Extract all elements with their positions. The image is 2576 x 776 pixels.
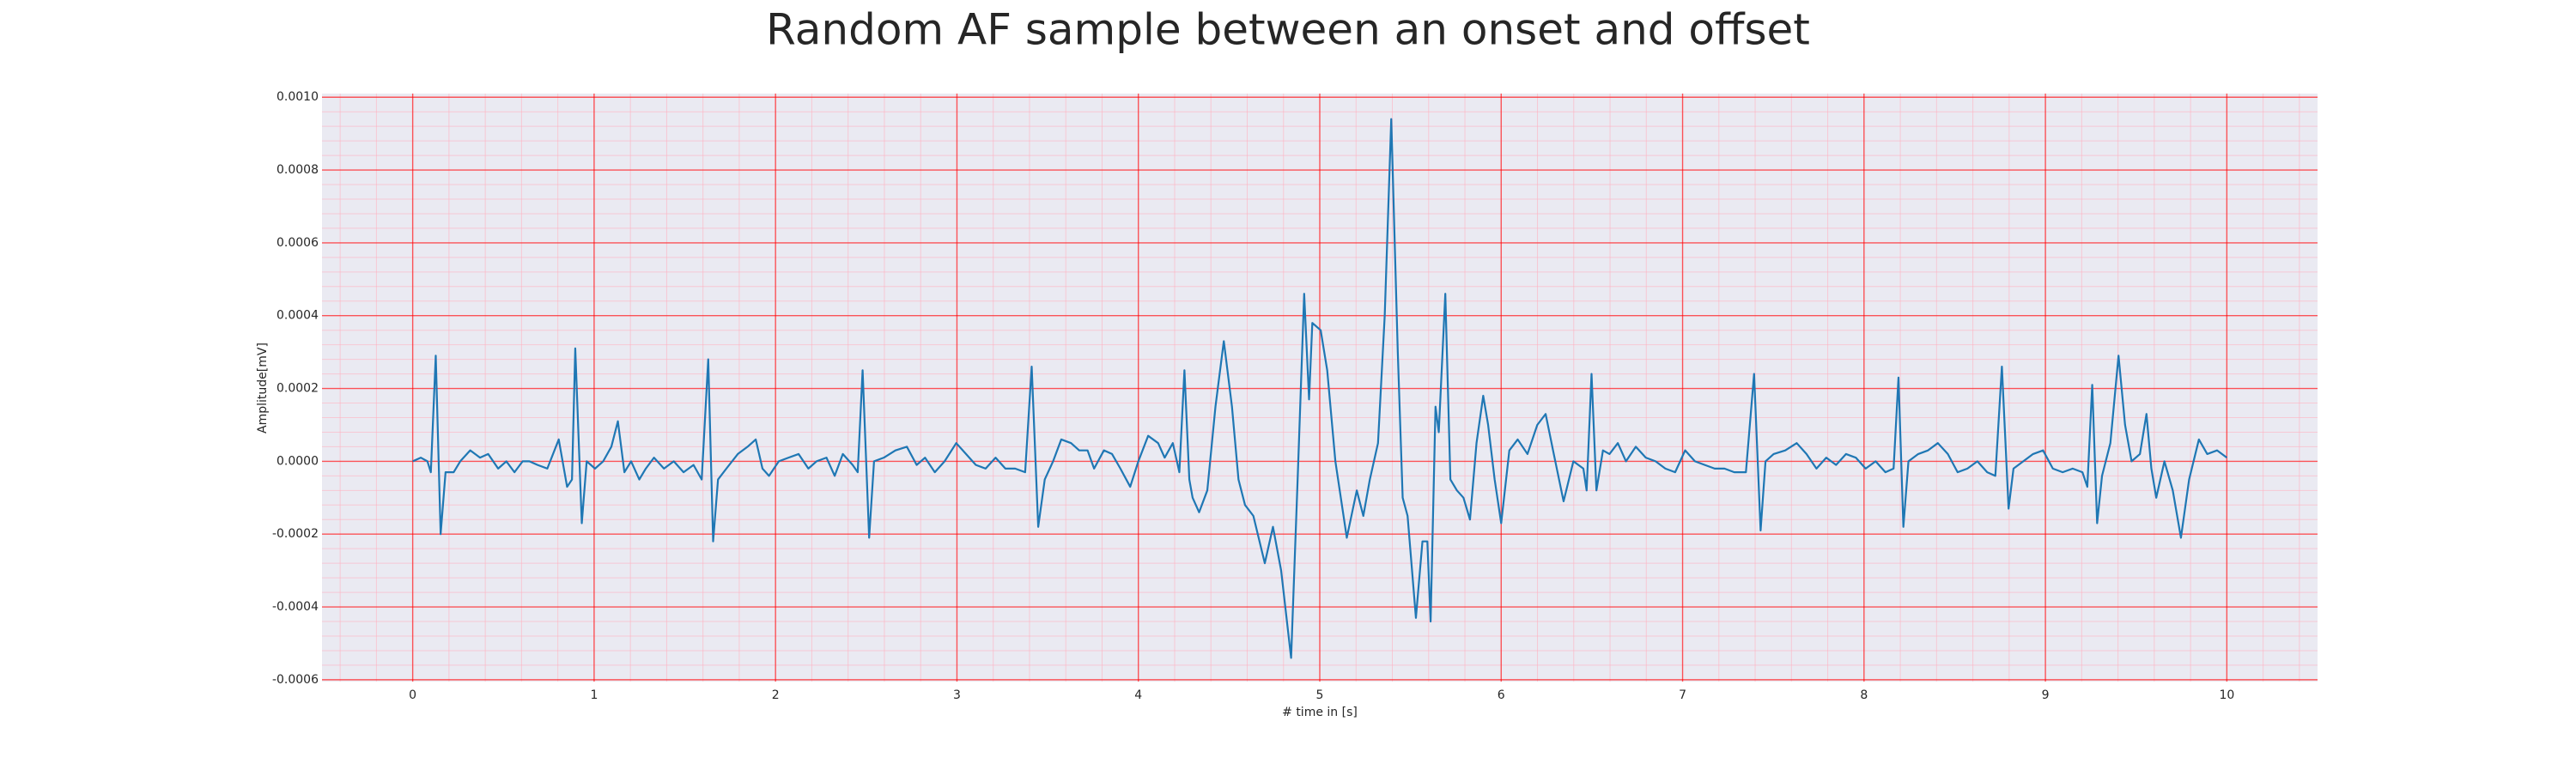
x-tick-label: 4 <box>1134 688 1142 702</box>
x-tick-label: 0 <box>409 688 416 702</box>
y-tick-label: 0.0004 <box>276 309 319 323</box>
data-line <box>412 118 2228 659</box>
x-tick-label: 9 <box>2042 688 2050 702</box>
x-tick-label: 2 <box>772 688 780 702</box>
x-tick-label: 5 <box>1316 688 1324 702</box>
y-tick-label: -0.0006 <box>272 673 319 687</box>
y-tick-label: 0.0010 <box>276 90 319 104</box>
x-tick-label: 3 <box>953 688 961 702</box>
y-tick-label: 0.0006 <box>276 236 319 250</box>
x-tick-label: 1 <box>590 688 598 702</box>
y-tick-label: -0.0002 <box>272 527 319 541</box>
x-tick-label: 6 <box>1498 688 1505 702</box>
y-axis-label: Amplitude[mV] <box>256 343 270 433</box>
x-axis-label: # time in [s] <box>1282 706 1358 719</box>
y-tick-label: 0.0002 <box>276 382 319 396</box>
x-tick-label: 10 <box>2219 688 2234 702</box>
x-tick-label: 8 <box>1860 688 1868 702</box>
y-tick-label: -0.0004 <box>272 600 319 614</box>
x-tick-label: 7 <box>1679 688 1686 702</box>
y-tick-label: 0.0000 <box>276 454 319 468</box>
chart-title: Random AF sample between an onset and of… <box>766 5 1810 55</box>
y-tick-label: 0.0008 <box>276 163 319 177</box>
